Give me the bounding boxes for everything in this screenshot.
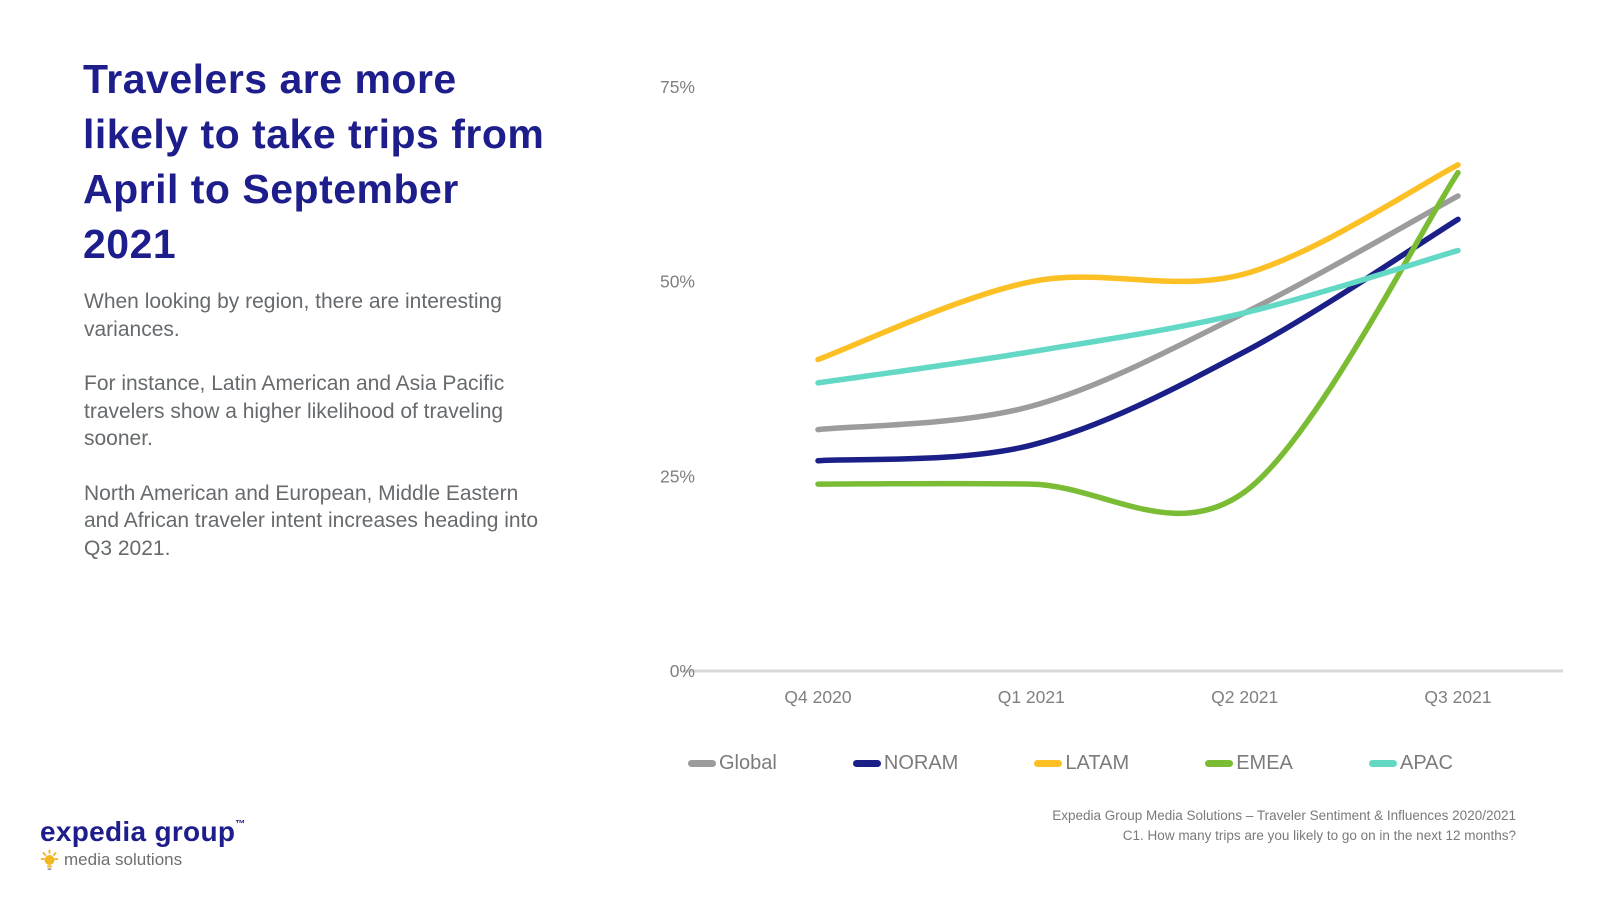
series-line-apac [815,247,1461,386]
y-axis-tick-label: 25% [660,466,695,486]
y-axis-tick-label: 75% [660,77,695,97]
body-paragraph: For instance, Latin American and Asia Pa… [84,372,505,450]
legend-label: LATAM [1065,752,1130,774]
body-text: When looking by region, there are intere… [84,288,554,589]
x-axis-labels: Q4 2020 Q1 2021 Q2 2021 Q3 2021 [784,687,1491,707]
source-citation: Expedia Group Media Solutions – Traveler… [1052,806,1516,846]
legend-swatch-noram [852,760,881,767]
logo-subtitle: media solutions [64,850,183,869]
body-paragraph: North American and European, Middle East… [84,481,539,560]
legend-item-global: Global [688,752,777,775]
legend-item-apac: APAC [1368,752,1453,775]
line-chart: 0% 25% 50% 75% Q4 2020 Q1 2021 Q2 2021 Q… [630,60,1570,720]
logo-text: expedia group [40,816,236,847]
title-line: April to September [83,166,459,212]
x-axis-tick-label: Q1 2021 [998,687,1065,707]
title-line: likely to take trips from [83,111,545,157]
legend-item-emea: EMEA [1205,752,1293,775]
y-axis-tick-label: 50% [660,272,695,292]
legend-swatch-emea [1205,760,1234,767]
chart-canvas: 0% 25% 50% 75% Q4 2020 Q1 2021 Q2 2021 Q… [660,77,1563,707]
lightbulb-icon [40,849,59,870]
legend-item-noram: NORAM [852,752,959,775]
legend-label: Global [719,752,777,774]
page-title: Travelers are more likely to take trips … [83,52,643,272]
legend-swatch-global [688,760,716,767]
legend-label: EMEA [1236,752,1293,774]
legend-label: NORAM [883,752,959,774]
expedia-group-logo: expedia group™ media solutions [40,810,246,871]
legend-swatch-latam [1034,760,1063,767]
body-paragraph: When looking by region, there are intere… [84,290,502,341]
source-line: Expedia Group Media Solutions – Traveler… [1052,808,1516,823]
chart-series-lines [815,162,1461,517]
x-axis-tick-label: Q4 2020 [784,687,851,707]
y-axis-tick-label: 0% [670,661,695,681]
series-line-global [815,193,1461,433]
series-line-latam [815,162,1461,363]
x-axis-tick-label: Q3 2021 [1424,687,1491,707]
trademark-symbol: ™ [235,819,246,830]
y-axis-labels: 0% 25% 50% 75% [660,77,695,681]
series-line-emea [815,169,1461,517]
title-line: Travelers are more [83,56,457,102]
x-axis-tick-label: Q2 2021 [1211,687,1278,707]
legend-item-latam: LATAM [1034,752,1129,775]
legend-swatch-apac [1368,760,1397,767]
title-line: 2021 [83,221,177,267]
chart-legend: Global NORAM LATAM EMEA APAC [688,752,1453,775]
logo-wordmark: expedia group™ [40,810,246,847]
legend-label: APAC [1399,752,1453,774]
source-line: C1. How many trips are you likely to go … [1122,828,1516,843]
